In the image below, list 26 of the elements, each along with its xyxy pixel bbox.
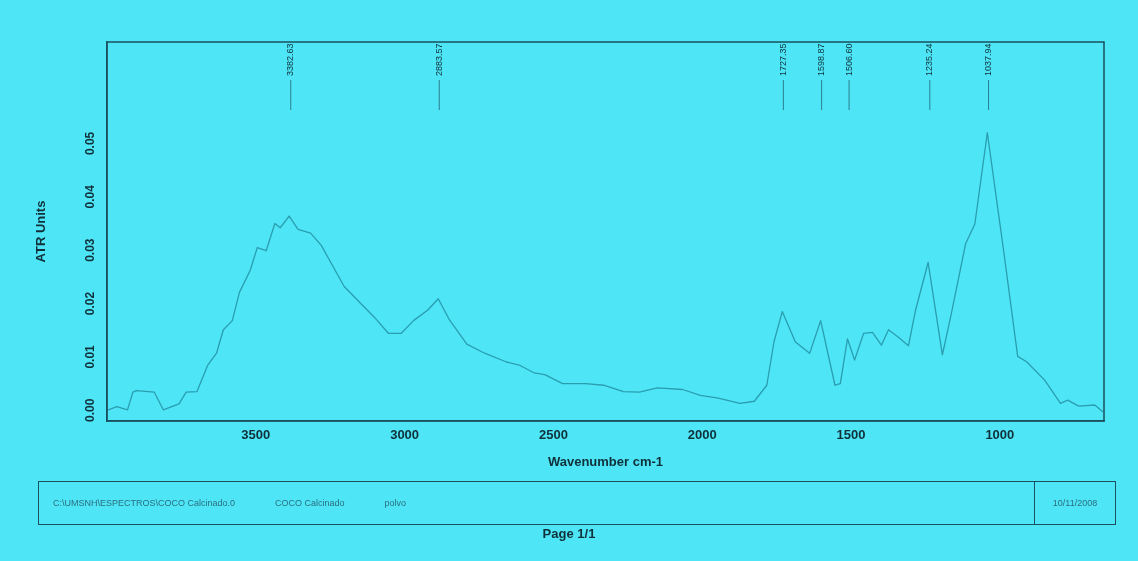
x-tick-label: 3000 xyxy=(390,427,420,443)
ref-line-label: 3382.63 xyxy=(285,43,296,76)
y-tick-label: 0.02 xyxy=(83,291,98,316)
x-axis-title: Wavenumber cm-1 xyxy=(547,453,664,469)
x-tick-label: 3500 xyxy=(241,427,271,443)
x-tick-label: 2000 xyxy=(687,427,717,443)
y-tick-label: 0.01 xyxy=(83,344,98,369)
text: polvo xyxy=(384,498,407,508)
text: Page 1/1 xyxy=(542,526,596,541)
ref-line-label: 1235.24 xyxy=(924,43,935,76)
y-tick-label: 0.05 xyxy=(83,131,98,156)
ref-line-label: 1506.60 xyxy=(843,43,854,76)
y-tick-label: 0.03 xyxy=(83,238,98,262)
ref-line-label: 2883.57 xyxy=(433,43,444,76)
text: COCO Calcinado xyxy=(275,498,345,508)
x-tick-label: 1500 xyxy=(836,427,866,443)
y-tick-label: 0.04 xyxy=(83,184,98,209)
y-axis-title: ATR Units xyxy=(33,200,49,263)
ref-line-label: 1598.87 xyxy=(816,43,827,76)
ref-line-label: 1727.35 xyxy=(777,43,788,76)
text: C:\UMSNH\ESPECTROS\COCO Calcinado.0 xyxy=(53,498,236,508)
x-tick-label: 1000 xyxy=(985,427,1015,443)
x-tick-label: 2500 xyxy=(538,427,568,443)
y-tick-label: 0.00 xyxy=(83,398,98,422)
text: 10/11/2008 xyxy=(1052,498,1098,508)
ref-line-label: 1037.94 xyxy=(983,43,994,76)
